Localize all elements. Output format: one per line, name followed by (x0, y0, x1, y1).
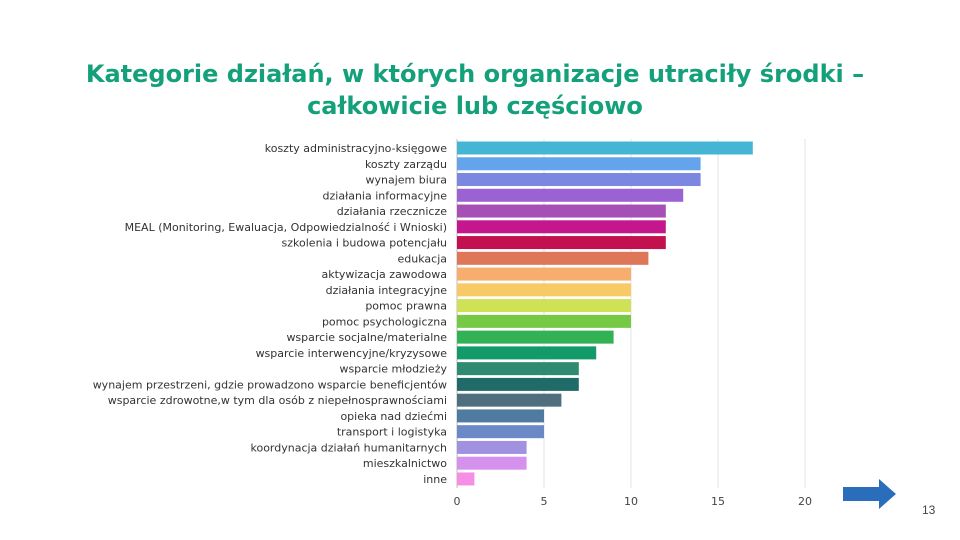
bar (457, 330, 614, 344)
bar (457, 141, 753, 155)
bar (457, 314, 631, 328)
category-label: wsparcie interwencyjne/kryzysowe (256, 347, 448, 360)
category-label: koszty administracyjno-księgowe (265, 142, 447, 155)
title-line-1: Kategorie działań, w których organizacje… (85, 60, 865, 88)
category-label: wsparcie zdrowotne,w tym dla osób z niep… (108, 394, 447, 407)
bar (457, 157, 701, 171)
x-tick-label: 15 (711, 495, 725, 508)
category-label: szkolenia i budowa potencjału (282, 237, 447, 250)
x-tick-label: 20 (798, 495, 812, 508)
bar (457, 283, 631, 297)
x-tick-label: 0 (454, 495, 461, 508)
bar (457, 251, 649, 265)
category-label: koszty zarządu (365, 158, 447, 171)
category-label: pomoc prawna (365, 300, 447, 313)
bar (457, 440, 527, 454)
category-label: wsparcie socjalne/materialne (286, 331, 447, 344)
bar (457, 409, 544, 423)
category-label: wynajem biura (365, 174, 447, 187)
bar (457, 456, 527, 470)
category-label: edukacja (398, 252, 447, 265)
bar (457, 346, 597, 360)
category-label: opieka nad dziećmi (340, 410, 447, 423)
bar (457, 267, 631, 281)
bar (457, 299, 631, 313)
category-label: wsparcie młodzieży (339, 363, 447, 376)
bar (457, 220, 666, 234)
bar (457, 472, 475, 486)
category-label: aktywizacja zawodowa (321, 268, 447, 281)
x-tick-label: 5 (541, 495, 548, 508)
category-label: koordynacja działań humanitarnych (250, 441, 447, 454)
category-label: transport i logistyka (337, 426, 447, 439)
bar (457, 236, 666, 250)
bar (457, 393, 562, 407)
category-label: inne (423, 473, 447, 486)
bar (457, 188, 684, 202)
bar (457, 173, 701, 187)
right-arrow-icon[interactable] (843, 478, 897, 510)
category-label: działania rzecznicze (337, 205, 447, 218)
category-label: MEAL (Monitoring, Ewaluacja, Odpowiedzia… (125, 221, 447, 234)
category-label: wynajem przestrzeni, gdzie prowadzono ws… (93, 378, 447, 391)
page-number: 13 (922, 503, 936, 517)
title-line-2: całkowicie lub częściowo (307, 92, 643, 120)
bar (457, 377, 579, 391)
slide-title: Kategorie działań, w których organizacje… (0, 58, 950, 122)
category-label: mieszkalnictwo (363, 457, 447, 470)
category-label: pomoc psychologiczna (322, 315, 447, 328)
category-label: działania informacyjne (323, 189, 448, 202)
bar (457, 362, 579, 376)
bar (457, 425, 544, 439)
x-tick-label: 10 (624, 495, 638, 508)
category-label: działania integracyjne (326, 284, 448, 297)
bar (457, 204, 666, 218)
